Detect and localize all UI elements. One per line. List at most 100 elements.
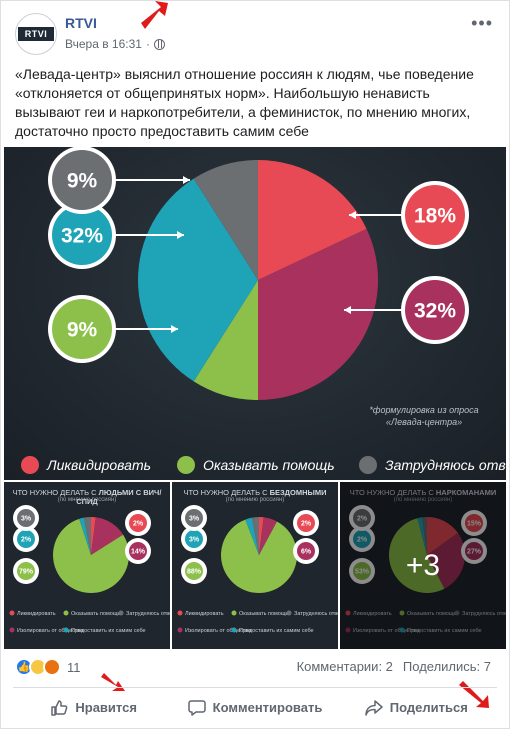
value-bubble [17, 509, 35, 527]
data-label: 9% [67, 170, 98, 193]
data-label: 32% [61, 225, 103, 248]
value-bubble [129, 542, 147, 560]
globe-icon [153, 38, 165, 50]
legend-marker [345, 610, 351, 616]
legend-label: Оказывать помощь [407, 611, 456, 617]
annotation-arrow-top [141, 1, 168, 29]
data-label: 9% [67, 319, 98, 342]
legend-marker [9, 610, 15, 616]
legend-marker [286, 610, 292, 616]
legend-marker [399, 627, 405, 633]
pie-slice [221, 519, 297, 593]
annotation-arrow-reactions [101, 673, 125, 691]
legend-marker [63, 610, 69, 616]
pie-slice [258, 160, 367, 280]
legend-label: Ликвидировать [46, 457, 151, 473]
legend-label: Предоставить их самим себе [239, 628, 314, 634]
share-button[interactable]: Поделиться [336, 688, 497, 727]
pie-slice [52, 518, 130, 593]
legend-marker [177, 627, 183, 633]
value-bubble [465, 514, 483, 532]
avatar-logo: RTVI [18, 27, 54, 41]
pie-slice [252, 517, 259, 555]
pie-slice [91, 517, 96, 555]
legend-marker [9, 627, 15, 633]
thumb-drug-users[interactable]: 15% 27% 53% 2% 2% Ликвидировать Оказывать помо… [340, 482, 506, 649]
comments-count-link[interactable]: Комментарии: 2 [296, 659, 393, 674]
meta-separator: · [145, 37, 150, 51]
data-label: 53% [355, 569, 370, 576]
footnote-line: *формулировка из опроса [369, 405, 478, 415]
pie-slice [389, 518, 445, 593]
legend-label: Изолировать от общества [353, 628, 420, 634]
thumb-title: ЧТО НУЖНО ДЕЛАТЬ С БЕЗДОМНЫМИ [183, 488, 327, 497]
page-name-link[interactable]: RTVI [65, 15, 97, 31]
main-chart-image[interactable]: 18% 32% 9% 32% 9% *формулировка из опроса «Лев… [4, 147, 506, 480]
legend-marker [21, 456, 39, 474]
leader-arrowhead [349, 211, 356, 219]
page-avatar[interactable]: RTVI [15, 13, 57, 55]
data-label: 2% [133, 521, 144, 528]
comment-button[interactable]: Комментировать [174, 688, 335, 727]
pie-slice [193, 280, 258, 400]
post-text: «Левада-центр» выяснил отношение россиян… [15, 66, 474, 139]
value-bubble [52, 205, 112, 265]
thumb-subtitle: (по мнению россиян) [393, 497, 453, 503]
pie-slice [79, 517, 91, 555]
more-photos-overlay[interactable]: +3 [340, 482, 506, 649]
value-bubble [17, 562, 35, 580]
value-bubble [353, 509, 371, 527]
main-pie-chart: 18% 32% 9% 32% 9% *формулировка из опроса «Лев… [21, 147, 506, 474]
data-label: 3% [21, 516, 32, 523]
comment-icon [187, 699, 206, 716]
data-label: 79% [19, 569, 34, 576]
angry-reaction-icon [43, 658, 61, 676]
legend-label: Ликвидировать [185, 611, 224, 617]
more-options-icon[interactable]: ••• [471, 13, 493, 33]
legend-marker [118, 610, 124, 616]
leader-arrowhead [344, 306, 351, 314]
pie-slice [91, 517, 124, 555]
value-bubble [297, 514, 315, 532]
data-label: 2% [21, 537, 32, 544]
legend-marker [399, 610, 405, 616]
data-label: 3% [189, 516, 200, 523]
action-bar: Нравится Комментировать Поделиться [13, 687, 497, 727]
like-reaction-icon: 👍 [15, 658, 33, 676]
pie-slice [259, 517, 264, 555]
data-label: 3% [189, 537, 200, 544]
data-label: 18% [414, 205, 456, 228]
value-bubble [185, 509, 203, 527]
thumb-subtitle: (по мнению россиян) [57, 497, 117, 503]
value-bubble [129, 514, 147, 532]
pie-slice [83, 517, 91, 555]
legend-label: Ликвидировать [353, 611, 392, 617]
post-timestamp[interactable]: Вчера в 16:31 [65, 37, 142, 51]
data-label: 88% [187, 569, 202, 576]
pie-slice [417, 517, 427, 555]
share-label: Поделиться [389, 700, 468, 715]
thumb-hiv[interactable]: 2% 14% 79% 2% 3% Ликвидировать Оказывать помощ… [4, 482, 170, 649]
shares-count-link[interactable]: Поделились: 7 [402, 659, 491, 674]
post-meta: Вчера в 16:31 · [65, 37, 165, 51]
value-bubble [52, 150, 112, 210]
footnote-line: «Левада-центра» [386, 417, 462, 427]
legend-marker [231, 610, 237, 616]
reactions-summary[interactable]: 👍 11 [15, 657, 81, 677]
thumbs-up-icon [51, 699, 68, 716]
pie-slice [137, 178, 258, 382]
value-bubble [297, 542, 315, 560]
like-button[interactable]: Нравится [13, 688, 174, 727]
reaction-count: 11 [67, 659, 81, 675]
legend-label: Изолировать от общества [185, 628, 252, 634]
like-label: Нравится [75, 700, 137, 715]
legend-marker [63, 627, 69, 633]
data-label: 27% [467, 549, 482, 556]
value-bubble [353, 562, 371, 580]
legend-marker [231, 627, 237, 633]
value-bubble [185, 530, 203, 548]
legend-label: Оказывать помощь [71, 611, 120, 617]
thumb-homeless[interactable]: 2% 6% 88% 3% 3% Ликвидировать Оказывать помощь… [172, 482, 338, 649]
pie-slice [427, 532, 465, 589]
pie-slice [245, 517, 259, 555]
